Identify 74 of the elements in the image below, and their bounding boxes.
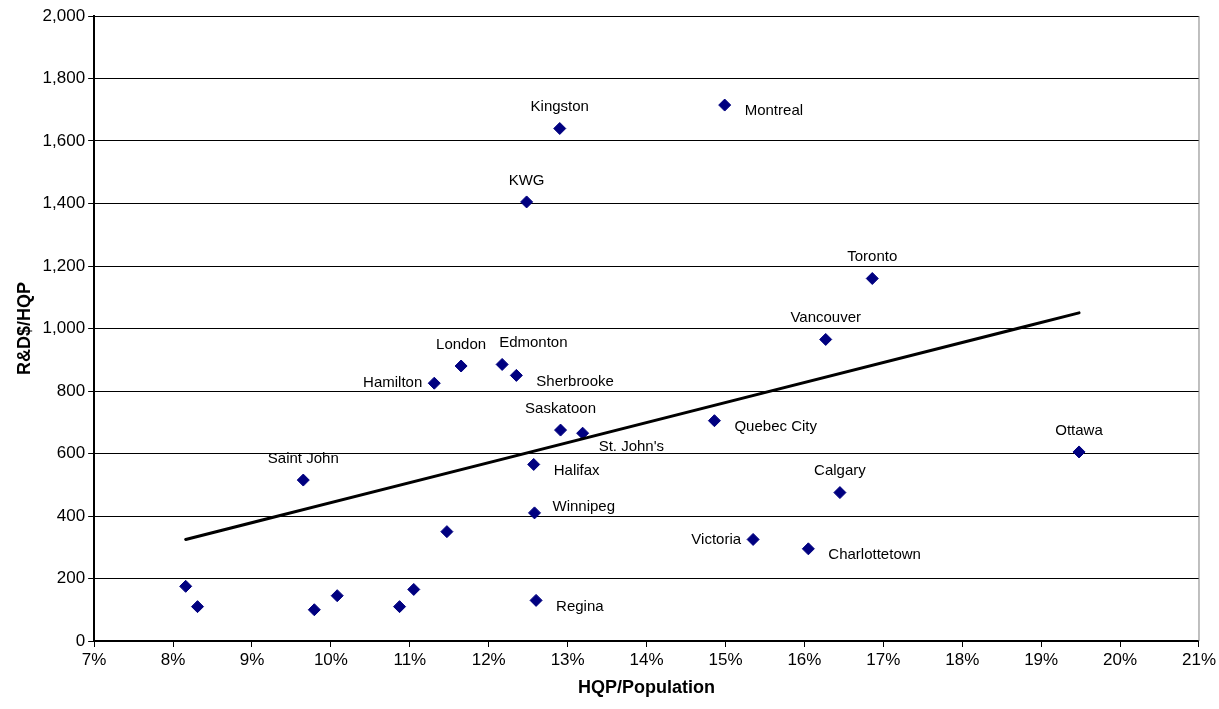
- point: [407, 582, 421, 596]
- y-tick-label: 1,600: [42, 130, 86, 150]
- point: [440, 525, 454, 539]
- point: [427, 376, 441, 390]
- point: [179, 579, 193, 593]
- x-tick-label: 21%: [1181, 649, 1216, 669]
- point: [553, 122, 567, 135]
- y-tick-label: 0: [75, 630, 86, 650]
- annotation: Toronto: [847, 247, 898, 265]
- x-tick-label: 18%: [945, 649, 980, 669]
- point: [527, 457, 541, 471]
- annotation: Vancouver: [790, 308, 862, 326]
- annotation: Sherbrooke: [536, 371, 614, 389]
- point: [819, 332, 833, 346]
- annotation: London: [436, 334, 487, 352]
- point: [718, 98, 732, 112]
- annotation: St. John's: [598, 437, 665, 455]
- point: [393, 600, 407, 614]
- x-tick-label: 10%: [313, 649, 348, 669]
- x-tick-label: 11%: [393, 649, 427, 669]
- point: [801, 542, 815, 556]
- y-tick-label: 1,400: [42, 193, 86, 213]
- y-tick-label: 1,000: [42, 318, 86, 338]
- point: [1072, 445, 1086, 459]
- point: [833, 486, 847, 500]
- point: [191, 600, 205, 614]
- annotation: KWG: [508, 170, 545, 188]
- x-tick-label: 7%: [81, 649, 107, 669]
- x-tick-label: 9%: [239, 649, 265, 669]
- point: [576, 426, 590, 440]
- annotation: Charlottetown: [828, 544, 921, 562]
- y-tick-label: 1,800: [42, 68, 86, 88]
- x-axis-title: HQP/Population: [578, 677, 716, 698]
- annotation: Quebec City: [734, 416, 818, 434]
- point: [528, 506, 541, 520]
- y-axis-title: R&D$/HQP: [13, 281, 34, 376]
- annotation: Victoria: [691, 529, 742, 547]
- x-tick-label: 19%: [1024, 649, 1059, 669]
- annotation: Halifax: [553, 460, 601, 478]
- annotation: Regina: [556, 596, 605, 614]
- point: [520, 195, 534, 209]
- point: [746, 532, 760, 546]
- point: [509, 368, 523, 382]
- point: [454, 359, 468, 373]
- y-tick-label: 200: [56, 568, 86, 588]
- x-tick-label: 17%: [866, 649, 901, 669]
- point: [707, 414, 721, 428]
- y-tick-label: 400: [56, 505, 86, 525]
- annotation: Montreal: [744, 101, 804, 119]
- x-tick-label: 12%: [471, 649, 506, 669]
- point: [554, 423, 568, 437]
- point: [495, 357, 509, 371]
- annotation: Winnipeg: [552, 497, 616, 515]
- point: [529, 593, 543, 607]
- x-tick-label: 13%: [550, 649, 585, 669]
- y-tick-label: 1,200: [42, 255, 86, 275]
- y-tick-label: 800: [56, 380, 86, 400]
- annotation: Ottawa: [1055, 420, 1104, 438]
- annotation: Hamilton: [363, 373, 423, 391]
- x-tick-label: 14%: [629, 649, 664, 669]
- x-tick-label: 8%: [160, 649, 186, 669]
- y-tick-label: 2,000: [42, 5, 86, 25]
- annotation: Kingston: [530, 97, 589, 115]
- x-tick-label: 16%: [787, 649, 822, 669]
- annotation: Calgary: [814, 461, 867, 479]
- x-tick-label: 20%: [1103, 649, 1138, 669]
- annotation: Saskatoon: [525, 398, 596, 416]
- point: [307, 603, 321, 617]
- x-tick-label: 15%: [708, 649, 743, 669]
- y-tick-label: 600: [56, 443, 86, 463]
- annotation: Edmonton: [499, 333, 568, 351]
- point: [330, 589, 344, 603]
- point: [865, 272, 879, 285]
- point: [296, 473, 310, 487]
